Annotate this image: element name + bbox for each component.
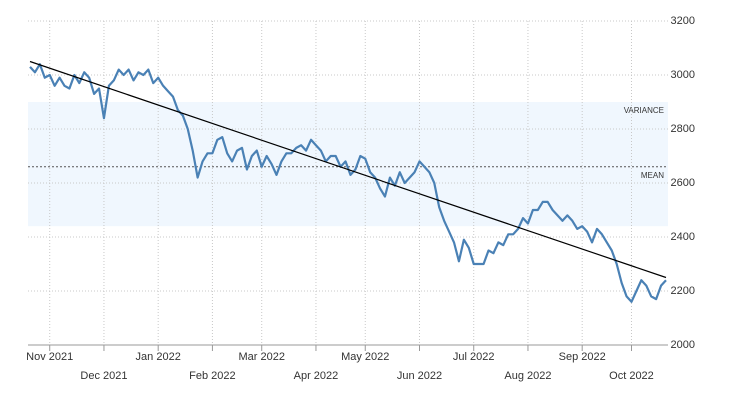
x-tick-label: Dec 2021 <box>80 370 127 382</box>
x-tick-label: Feb 2022 <box>189 370 235 382</box>
x-tick-label: May 2022 <box>341 351 389 363</box>
x-tick-label: Sep 2022 <box>559 351 606 363</box>
x-tick-label: Apr 2022 <box>294 370 339 382</box>
y-tick-label: 2200 <box>671 285 695 297</box>
x-tick-label: Jan 2022 <box>136 351 181 363</box>
x-tick-label: Jul 2022 <box>453 351 495 363</box>
x-tick-label: Nov 2021 <box>26 351 73 363</box>
y-tick-label: 2800 <box>671 123 695 135</box>
trend-line <box>29 60 667 279</box>
x-tick-label: Jun 2022 <box>397 370 442 382</box>
price-line <box>29 63 667 303</box>
x-tick-label: Aug 2022 <box>504 370 551 382</box>
x-tick-label: Mar 2022 <box>238 351 284 363</box>
y-tick-label: 2600 <box>671 177 695 189</box>
mean-label: MEAN <box>641 171 664 180</box>
y-tick-label: 2400 <box>671 231 695 243</box>
y-tick-label: 3200 <box>671 15 695 27</box>
y-tick-label: 2000 <box>671 339 695 351</box>
y-tick-label: 3000 <box>671 69 695 81</box>
x-tick-label: Oct 2022 <box>609 370 654 382</box>
variance-band <box>28 102 668 227</box>
variance-label: VARIANCE <box>624 106 664 115</box>
